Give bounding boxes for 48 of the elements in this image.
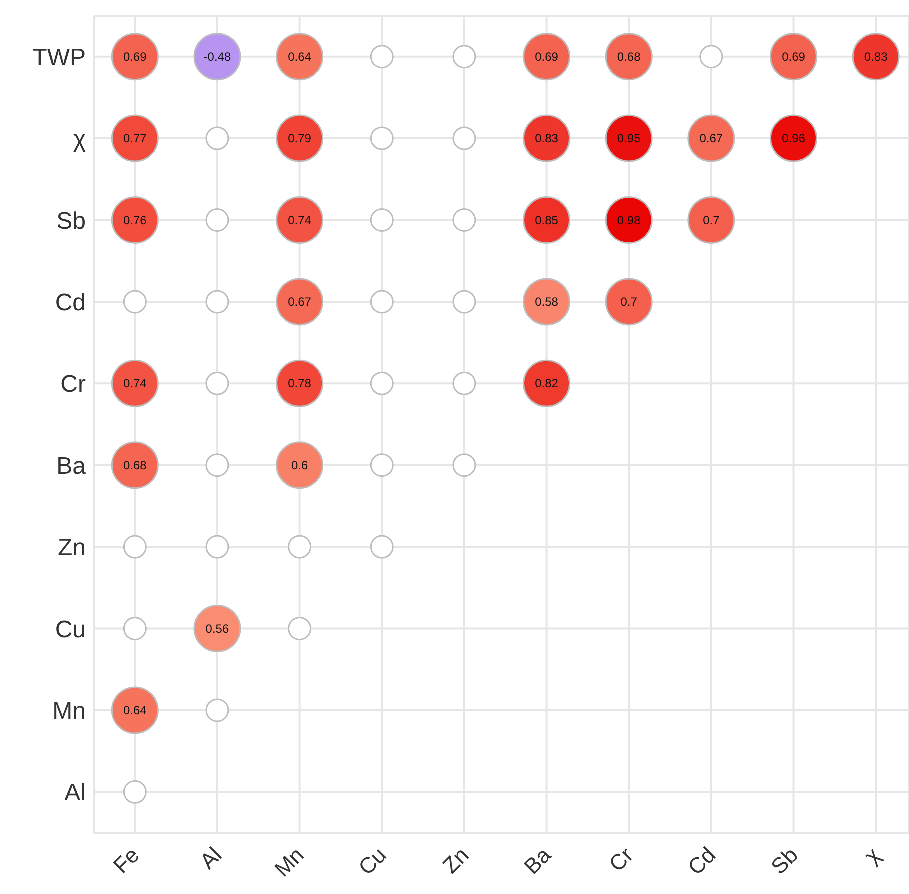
data-label: 0.6 <box>291 458 308 472</box>
y-tick-label: χ <box>73 126 86 154</box>
data-label: 0.76 <box>123 213 148 228</box>
data-label: 0.79 <box>288 132 312 146</box>
y-tick-label: Cd <box>55 289 86 316</box>
data-label: 0.64 <box>288 50 312 64</box>
x-tick-label: Ba <box>519 842 556 880</box>
x-tick-label: Fe <box>108 842 144 878</box>
data-label: 0.85 <box>535 213 559 228</box>
y-tick-label: Zn <box>58 534 86 562</box>
y-tick-label: Sb <box>56 208 86 235</box>
data-label: -0.48 <box>204 50 232 64</box>
data-label: 0.77 <box>123 132 148 146</box>
y-tick-label: Cr <box>60 371 86 398</box>
x-tick-label: Cr <box>604 842 638 877</box>
y-tick-label: Mn <box>52 698 86 725</box>
x-tick-label: Mn <box>270 842 309 882</box>
y-tick-label: Ba <box>56 452 87 480</box>
data-label: 0.98 <box>617 213 642 228</box>
data-label: 0.64 <box>123 703 148 718</box>
data-label: 0.96 <box>782 132 806 146</box>
data-label: 0.74 <box>288 213 312 228</box>
x-tick-label: χ <box>859 842 886 868</box>
data-label: 0.95 <box>617 132 642 146</box>
data-label: 0.67 <box>288 294 312 309</box>
data-label: 0.7 <box>703 213 720 228</box>
y-tick-label: TWP <box>32 44 86 72</box>
data-label: 0.7 <box>620 294 638 309</box>
data-label: 0.68 <box>123 458 148 472</box>
data-label: 0.69 <box>535 50 559 64</box>
data-label: 0.69 <box>123 50 148 64</box>
x-tick-label: Sb <box>766 842 803 880</box>
data-label: 0.69 <box>782 50 806 64</box>
data-label: 0.74 <box>123 376 148 391</box>
data-label: 0.58 <box>535 294 559 309</box>
data-label: 0.82 <box>535 376 559 391</box>
data-label: 0.83 <box>864 50 888 64</box>
data-label: 0.78 <box>288 376 312 391</box>
data-label: 0.56 <box>206 622 230 636</box>
x-tick-label: Zn <box>438 842 474 878</box>
data-label: 0.67 <box>700 132 724 146</box>
y-tick-label: Al <box>64 780 86 807</box>
y-tick-label: Cu <box>55 616 86 644</box>
x-tick-label: Cd <box>683 842 721 880</box>
x-tick-label: Cu <box>354 842 392 880</box>
data-label: 0.83 <box>535 132 559 146</box>
data-label: 0.68 <box>617 50 642 64</box>
x-tick-label: Al <box>195 842 227 874</box>
